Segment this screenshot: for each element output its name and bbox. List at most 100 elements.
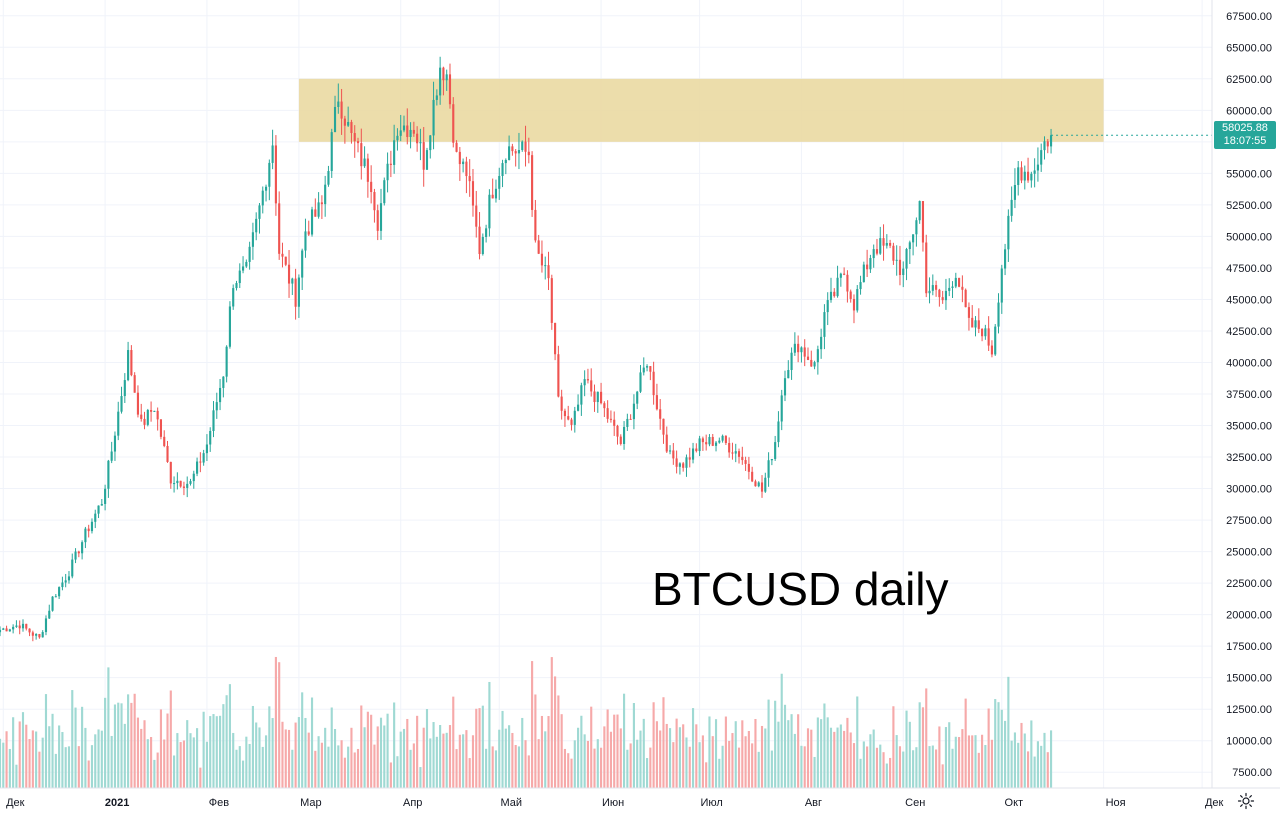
candle-body: [44, 618, 48, 633]
candle-body: [117, 411, 120, 436]
candle-body: [665, 434, 668, 452]
volume-bar: [839, 724, 842, 788]
candle-body: [146, 410, 149, 425]
volume-bar: [258, 727, 261, 788]
candle-body: [274, 145, 277, 204]
candle-body: [189, 481, 192, 484]
time-axis[interactable]: Дек 2021 Фев Мар Апр Май Июн Июл Авг Сен Окт Ноя Дек: [6, 797, 1223, 809]
candle-body: [84, 528, 87, 543]
volume-bar: [672, 742, 675, 788]
candle-body: [429, 135, 432, 151]
candle-body: [399, 130, 402, 136]
candle-body: [875, 249, 879, 254]
volume-bar: [711, 736, 714, 788]
volume-bar: [235, 749, 238, 788]
candle-body: [751, 471, 754, 482]
candle-body: [81, 542, 84, 554]
candle-body: [760, 482, 764, 492]
candle-body: [577, 404, 580, 411]
volume-bar: [632, 702, 635, 788]
volume-bar: [987, 708, 990, 788]
candle-body: [192, 473, 195, 482]
volume-bar: [783, 704, 787, 788]
volume-bar: [366, 711, 369, 788]
volume-bar: [1049, 730, 1053, 788]
volume-bar: [97, 729, 100, 788]
candle-body: [691, 448, 695, 460]
candle-body: [1033, 170, 1036, 174]
candle-body: [527, 151, 530, 156]
candle-body: [774, 442, 777, 459]
volume-bar: [189, 733, 192, 788]
volume-bar: [163, 739, 166, 788]
candle-body: [573, 410, 576, 425]
candle-body: [659, 409, 662, 419]
volume-bar: [537, 739, 540, 788]
candle-body: [481, 236, 484, 255]
candle-body: [540, 253, 544, 266]
volume-bar: [570, 758, 573, 788]
volume-bar: [613, 714, 616, 788]
candle-body: [353, 133, 356, 142]
volume-bar: [1000, 709, 1003, 788]
candle-body: [110, 451, 113, 461]
candle-body: [1004, 249, 1007, 269]
price-tick-label: 25000.00: [1226, 547, 1272, 559]
candle-body: [176, 480, 179, 484]
candle-body: [350, 121, 353, 134]
candle-body: [504, 159, 507, 164]
volume-bar: [721, 745, 724, 788]
time-tick-label: Окт: [1005, 797, 1024, 809]
candle-body: [166, 445, 169, 462]
candle-body: [100, 503, 103, 506]
volume-bar: [25, 724, 28, 788]
candle-body: [734, 451, 737, 454]
volume-bar: [448, 725, 452, 788]
volume-bar: [544, 731, 547, 788]
volume-bar: [77, 746, 80, 788]
candle-body: [386, 163, 389, 181]
volume-bar: [166, 713, 169, 788]
volume-bar: [350, 727, 353, 788]
price-tick-label: 7500.00: [1232, 767, 1272, 779]
volume-bar: [882, 752, 885, 788]
volume-bar: [15, 764, 18, 788]
volume-bar: [245, 736, 248, 788]
volume-bar: [793, 733, 796, 788]
candle-body: [452, 104, 455, 143]
candle-body: [1017, 167, 1020, 186]
candle-body: [639, 372, 642, 392]
volume-bar: [452, 696, 455, 788]
volume-bar: [816, 717, 819, 788]
candle-body: [8, 629, 11, 632]
volume-bar: [12, 717, 15, 788]
candle-body: [944, 290, 948, 301]
volume-bar: [554, 676, 557, 788]
candle-body: [777, 421, 780, 443]
volume-bar: [869, 734, 872, 788]
volume-bar: [760, 725, 764, 788]
volume-bar: [892, 706, 895, 788]
volume-bar: [412, 743, 415, 788]
candle-body: [544, 265, 547, 267]
volume-bar: [307, 732, 310, 788]
volume-bar: [363, 727, 366, 788]
volume-bar: [8, 748, 11, 788]
candle-body: [645, 366, 649, 368]
volume-bar: [898, 746, 902, 788]
volume-bar: [994, 699, 997, 788]
volume-bar: [475, 708, 478, 788]
volume-bar: [895, 735, 898, 788]
candle-body: [494, 188, 498, 199]
gear-icon[interactable]: [1237, 792, 1255, 810]
candle-body: [28, 628, 31, 633]
candle-body: [485, 228, 488, 237]
volume-bar: [356, 748, 360, 788]
volume-bar: [534, 694, 537, 788]
volume-bar: [787, 720, 790, 788]
volume-bar: [984, 744, 987, 788]
candle-body: [1049, 135, 1053, 147]
volume-bar: [580, 715, 583, 788]
